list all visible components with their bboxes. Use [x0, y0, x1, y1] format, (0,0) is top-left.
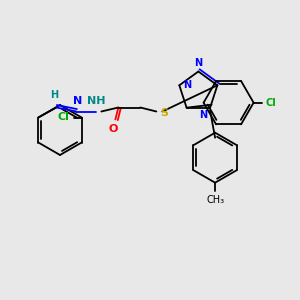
Text: NH: NH — [87, 97, 106, 106]
Text: Cl: Cl — [266, 98, 276, 108]
Text: N: N — [183, 80, 191, 90]
Text: CH₃: CH₃ — [206, 195, 224, 205]
Text: S: S — [160, 109, 168, 118]
Text: O: O — [109, 124, 118, 134]
Text: N: N — [73, 97, 82, 106]
Text: N: N — [194, 58, 202, 68]
Text: Cl: Cl — [58, 112, 70, 122]
Text: H: H — [50, 89, 59, 100]
Text: N: N — [199, 110, 207, 120]
